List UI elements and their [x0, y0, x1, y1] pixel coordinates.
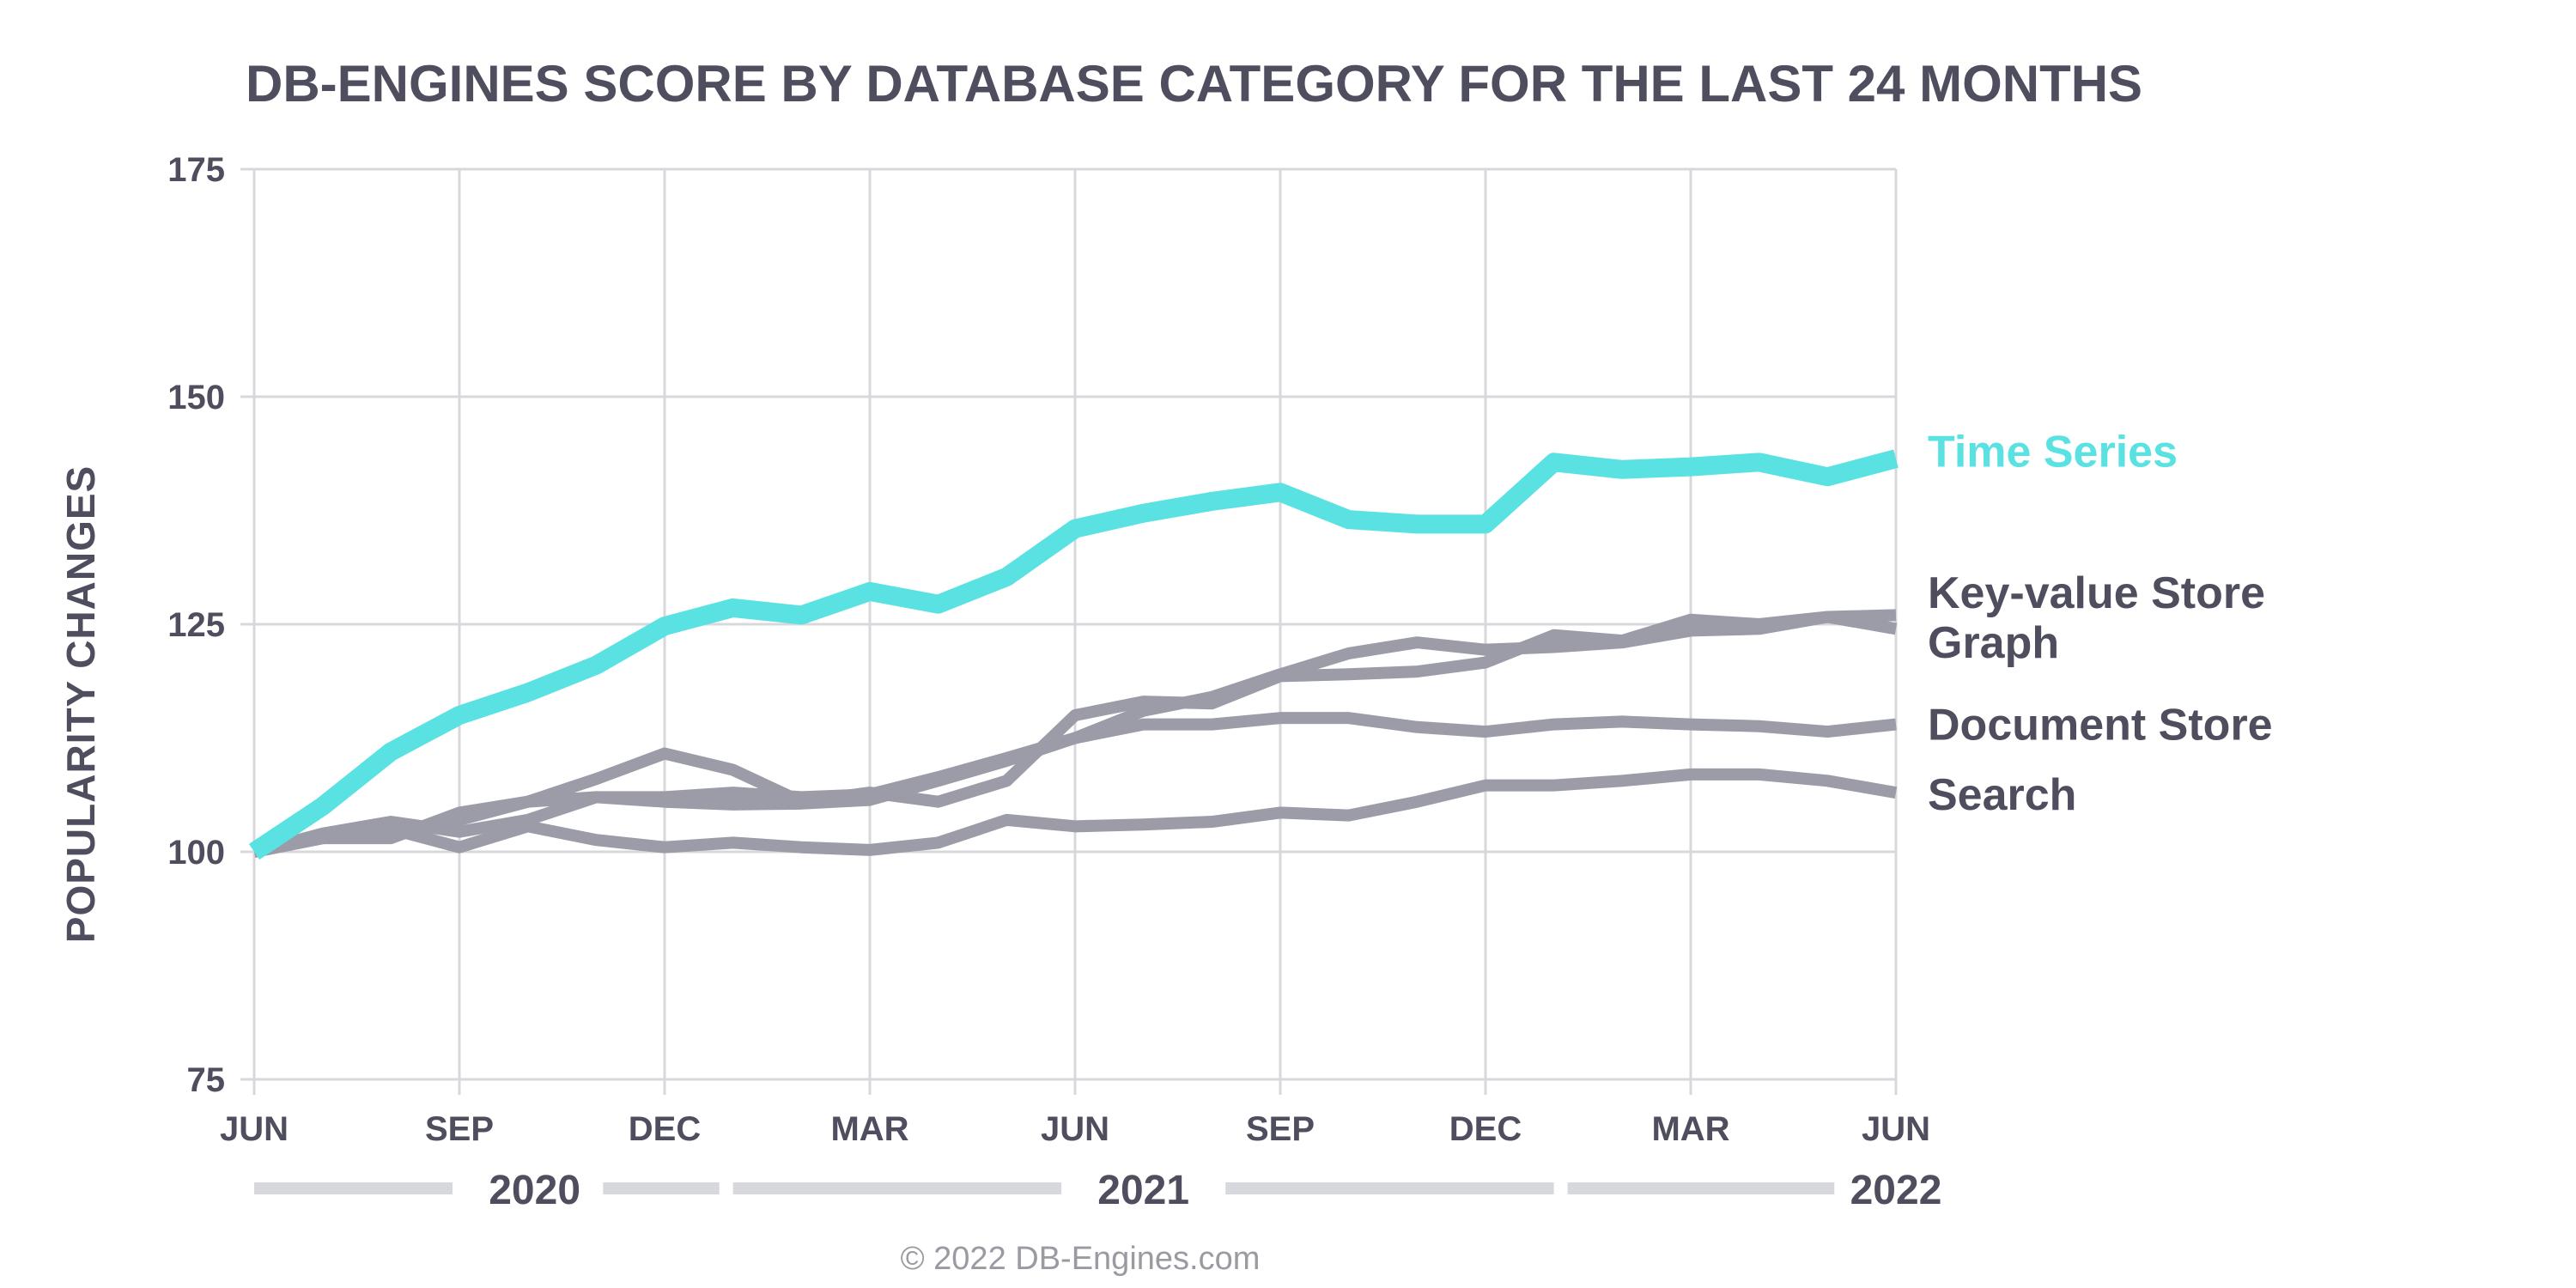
y-axis-label: POPULARITY CHANGES: [58, 465, 103, 943]
y-tick-label: 125: [167, 606, 225, 644]
x-tick-label: SEP: [1246, 1110, 1315, 1148]
x-tick-label: DEC: [1449, 1110, 1522, 1148]
series-label: Document Store: [1928, 701, 2273, 750]
series-label: Time Series: [1928, 428, 2178, 477]
series-line: [252, 768, 1898, 858]
series-label: Search: [1928, 770, 2076, 820]
series-layer: [248, 449, 1899, 860]
chart-title: DB-ENGINES SCORE BY DATABASE CATEGORY FO…: [246, 55, 2142, 112]
x-tick-label: JUN: [1862, 1110, 1930, 1148]
x-tick-label: MAR: [1651, 1110, 1729, 1148]
year-label: 2022: [1850, 1168, 1942, 1213]
credit-text: © 2022 DB-Engines.com: [901, 1241, 1261, 1277]
y-tick-label: 175: [167, 151, 225, 189]
series-line: [248, 449, 1899, 860]
grid-layer: 75 100 125 150 175 JUN SEP DEC MAR JUN SEP DEC MAR JU…: [167, 151, 1930, 1148]
x-tick-label: DEC: [629, 1110, 701, 1148]
y-tick-label: 100: [167, 834, 225, 872]
y-tick-label: 75: [187, 1061, 226, 1099]
series-label: Key-value Store: [1928, 568, 2265, 618]
x-tick-label: SEP: [425, 1110, 494, 1148]
x-tick-label: JUN: [220, 1110, 289, 1148]
year-label: 2021: [1097, 1168, 1189, 1213]
year-label: 2020: [489, 1168, 580, 1213]
x-tick-label: MAR: [830, 1110, 908, 1148]
x-tick-label: JUN: [1041, 1110, 1109, 1148]
series-line: [252, 712, 1897, 858]
year-band-layer: 2020 2021 2022: [254, 1168, 1941, 1213]
series-label: Graph: [1928, 618, 2059, 668]
y-tick-label: 150: [167, 379, 225, 416]
